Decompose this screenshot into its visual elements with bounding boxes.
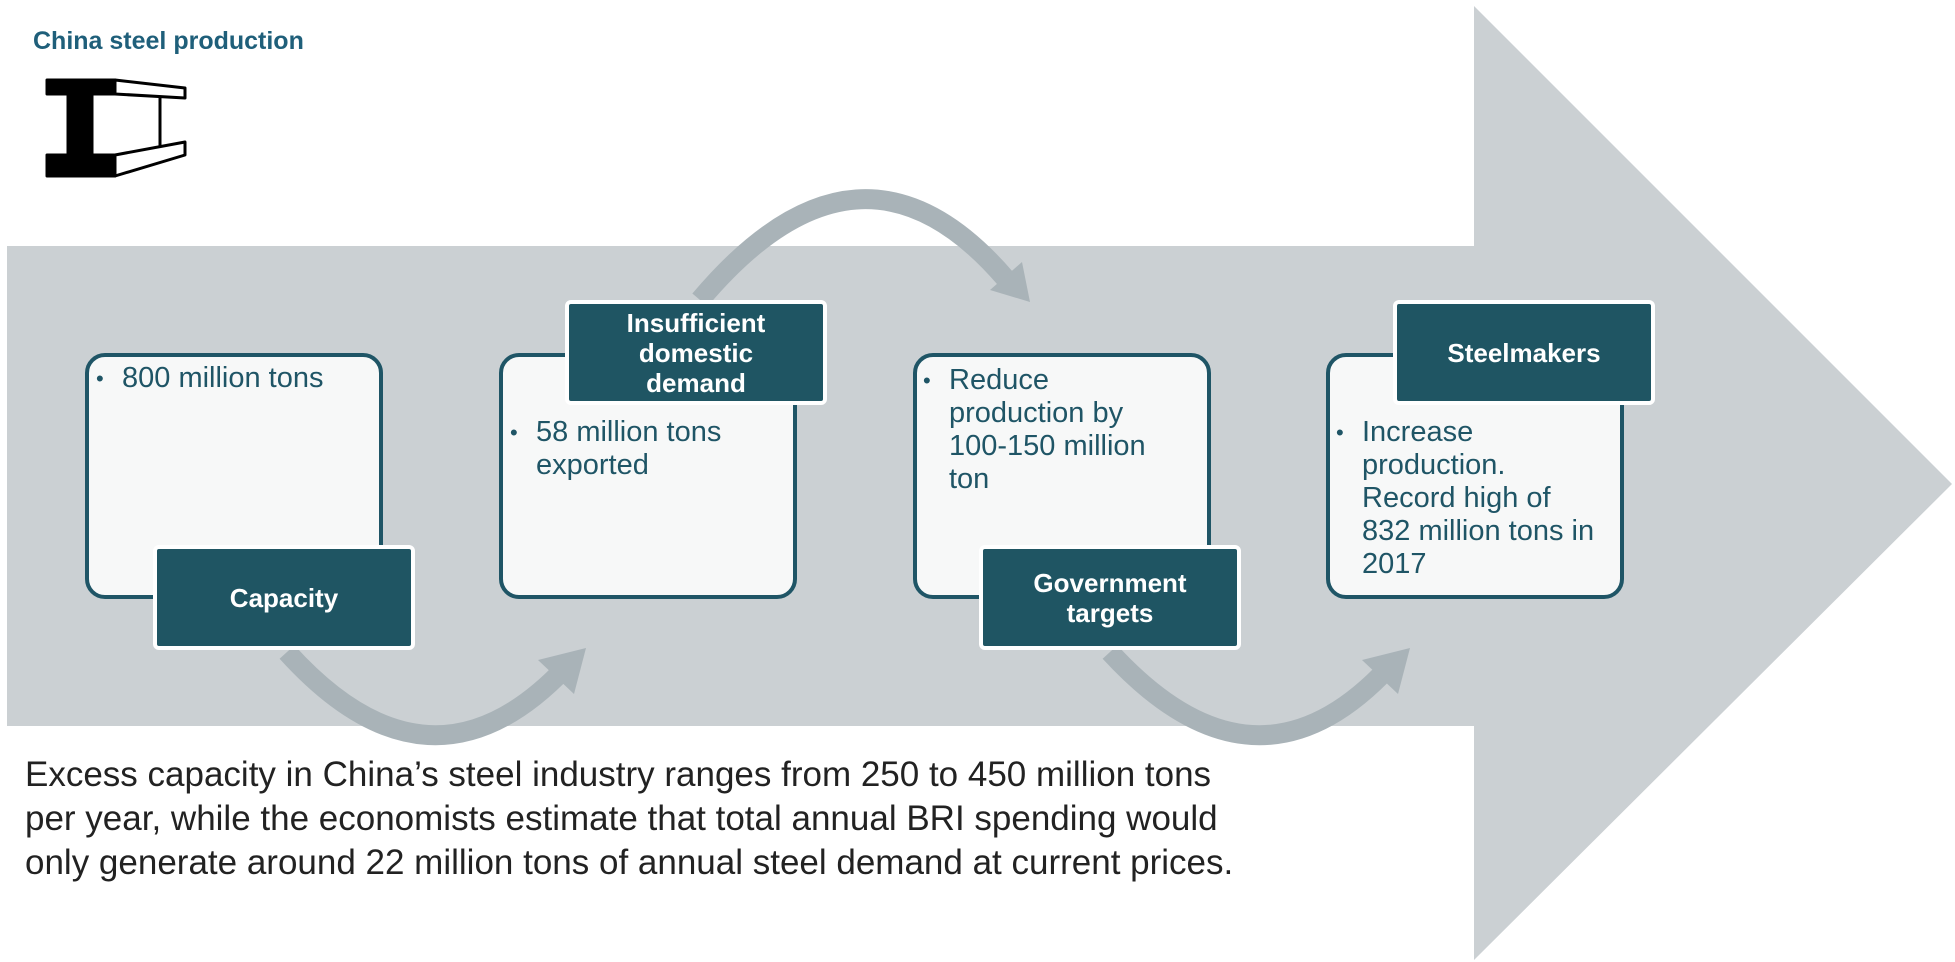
caption-line: only generate around 22 million tons of … [25,843,1234,882]
step-bullet: Reduce production by 100-150 million ton [923,364,1189,496]
step-bullet: Increase production. Record high of 832 … [1336,416,1602,581]
step-label: Insufficient domestic demand [565,300,827,405]
step-label: Steelmakers [1393,300,1655,405]
step-label: Government targets [979,545,1241,650]
step-bullet: 800 million tons [96,362,362,395]
cycle-arrows [279,189,1410,746]
caption-line: Excess capacity in China’s steel industr… [25,755,1212,794]
title: China steel production [33,27,304,55]
i-beam-icon [45,78,187,178]
step-bullet: 58 million tons exported [510,416,776,482]
caption-line: per year, while the economists estimate … [25,799,1218,838]
step-label: Capacity [153,545,415,650]
